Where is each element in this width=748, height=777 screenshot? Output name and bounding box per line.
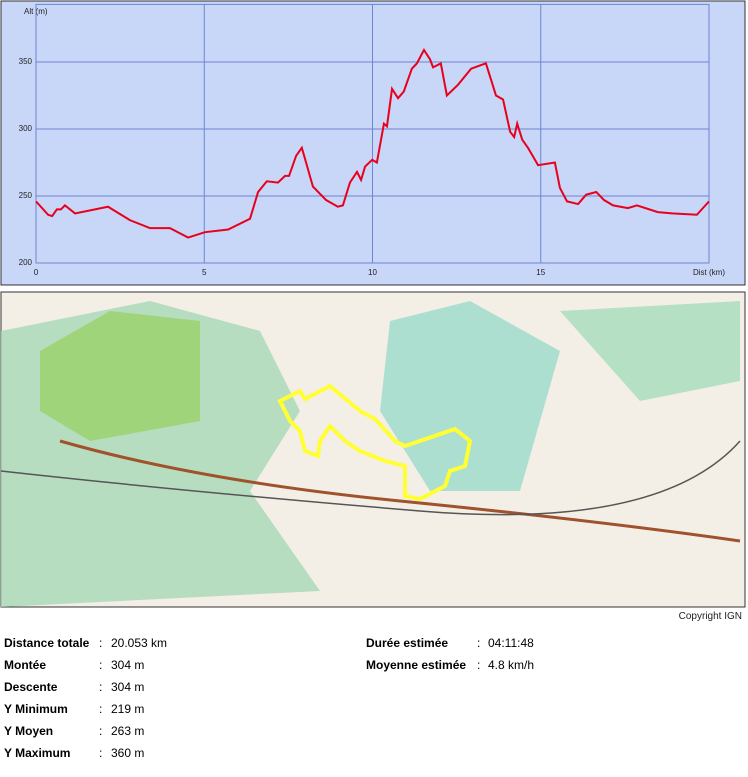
railway [0, 440, 741, 516]
map [0, 291, 746, 608]
y-tick-label: 350 [19, 57, 33, 66]
stat-label: Distance totale [4, 636, 90, 650]
stat-label: Moyenne estimée [366, 658, 467, 672]
x-axis-label: Dist (km) [693, 268, 725, 277]
forest [40, 311, 200, 441]
stat-label: Descente [4, 680, 58, 694]
stat-separator: : [99, 724, 103, 738]
stat-separator: : [99, 746, 103, 760]
stat-separator: : [99, 680, 103, 694]
stat-value: 4.8 km/h [488, 658, 535, 672]
stat-label: Y Minimum [4, 702, 68, 716]
stat-value: 304 m [111, 680, 145, 694]
stat-separator: : [477, 636, 481, 650]
stat-separator: : [477, 658, 481, 672]
stat-value: 219 m [111, 702, 145, 716]
y-tick-label: 300 [19, 124, 33, 133]
x-tick-label: 15 [536, 268, 545, 277]
x-tick-label: 10 [368, 268, 377, 277]
stat-separator: : [99, 702, 103, 716]
stat-value: 04:11:48 [488, 636, 534, 650]
copyright: Copyright IGN [678, 611, 742, 622]
stat-separator: : [99, 658, 103, 672]
stat-separator: : [99, 636, 103, 650]
stat-value: 360 m [111, 746, 145, 760]
route [277, 383, 473, 502]
x-tick-label: 0 [34, 268, 39, 277]
stat-value: 20.053 km [111, 636, 168, 650]
stat-label: Montée [4, 658, 46, 672]
stat-label: Durée estimée [366, 636, 449, 650]
elevation-line [35, 47, 710, 239]
stat-value: 304 m [111, 658, 145, 672]
road [59, 439, 741, 543]
stat-value: 263 m [111, 724, 145, 738]
y-tick-label: 200 [19, 258, 33, 267]
forest [380, 301, 560, 491]
forest [560, 301, 740, 401]
stat-label: Y Moyen [4, 724, 54, 738]
stat-label: Y Maximum [4, 746, 71, 760]
y-tick-label: 250 [19, 191, 33, 200]
x-tick-label: 5 [202, 268, 207, 277]
